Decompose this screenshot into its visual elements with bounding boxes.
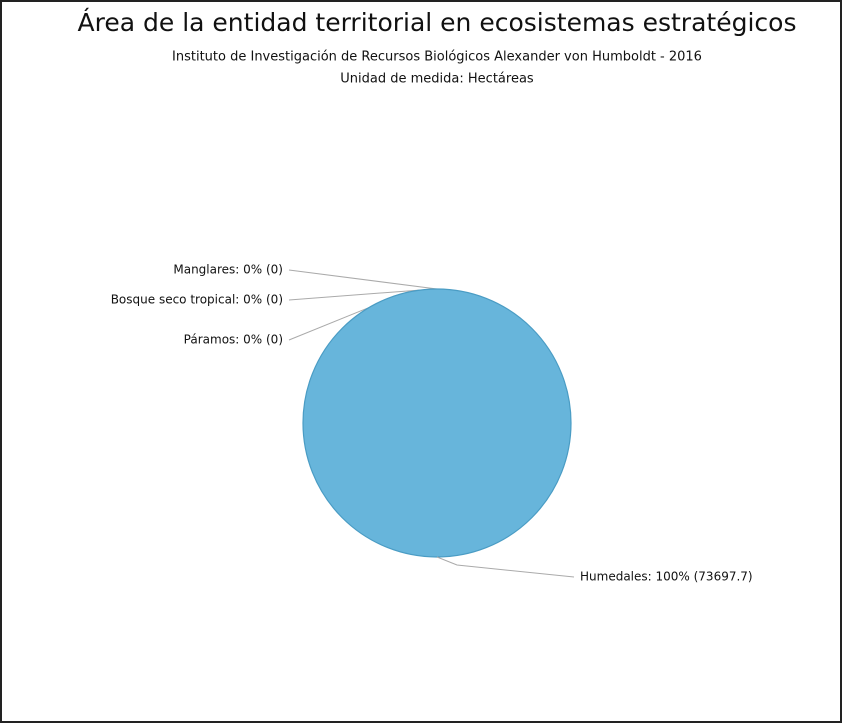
- chart-subtitle: Instituto de Investigación de Recursos B…: [172, 50, 702, 65]
- pie-slice: [302, 288, 572, 558]
- leader-line: [288, 289, 421, 301]
- chart-title: Área de la entidad territorial en ecosis…: [78, 8, 797, 37]
- slice-label: Páramos: 0% (0): [184, 333, 283, 347]
- chart-subtitle: Unidad de medida: Hectáreas: [340, 72, 534, 87]
- slice-label: Bosque seco tropical: 0% (0): [111, 293, 283, 307]
- leader-line: [436, 556, 575, 578]
- slice-label: Humedales: 100% (73697.7): [580, 570, 753, 584]
- leader-line: [288, 269, 438, 290]
- slice-label: Manglares: 0% (0): [173, 263, 283, 277]
